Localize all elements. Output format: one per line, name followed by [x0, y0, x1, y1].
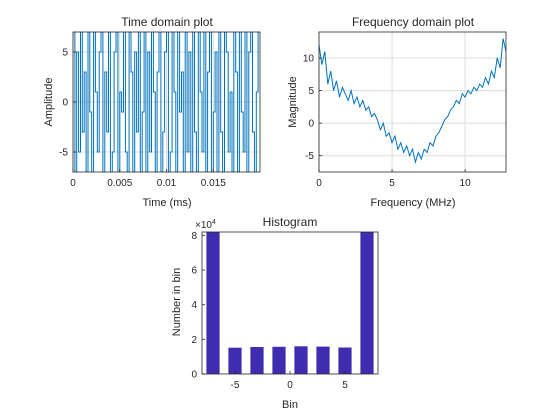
histogram-bar [250, 347, 264, 374]
histogram-bar [272, 346, 286, 374]
x-tick-label: 0.015 [201, 178, 226, 189]
y-axis-label: Amplitude [43, 78, 55, 127]
axes-frame [318, 31, 507, 173]
chart-title: Frequency domain plot [352, 15, 475, 29]
y-tick-label: 5 [62, 48, 68, 59]
y-tick-label: 4 [191, 300, 197, 311]
chart-title: Time domain plot [121, 15, 213, 29]
x-tick-label: -5 [231, 380, 240, 391]
y-tick-label: 0 [191, 370, 197, 381]
x-axis-label: Time (ms) [142, 197, 191, 209]
y-tick-label: 10 [303, 54, 315, 65]
histogram-bar [228, 347, 242, 374]
histogram-bar [360, 232, 374, 374]
x-axis-label: Bin [282, 399, 298, 411]
frequency-domain-chart: Frequency domain plot Frequency (MHz) Ma… [287, 15, 507, 209]
x-axis-label: Frequency (MHz) [371, 197, 456, 209]
x-tick-label: 0 [70, 178, 76, 189]
series-line [73, 32, 260, 172]
x-tick-label: 0.005 [107, 178, 132, 189]
histogram-bar [316, 346, 330, 374]
histogram-bar [206, 232, 220, 374]
x-tick-label: 0.01 [157, 178, 177, 189]
y-tick-label: -5 [305, 151, 314, 162]
y-axis-label: Number in bin [171, 268, 183, 336]
y-tick-label: 2 [191, 335, 197, 346]
x-tick-label: 5 [389, 178, 395, 189]
y-axis-label: Magnitude [287, 76, 299, 127]
x-tick-label: 5 [342, 380, 348, 391]
x-tick-label: 10 [460, 178, 472, 189]
histogram-chart: Histogram Bin Number in bin ×104 -5 0 5 0 2 4… [171, 215, 379, 411]
y-exponent-label: ×104 [195, 219, 216, 231]
histogram-bar [338, 347, 352, 374]
time-domain-chart: Time domain plot Time (ms) Amplitude 0 0.… [43, 15, 261, 209]
histogram-bar [294, 346, 308, 374]
y-tick-label: 8 [191, 231, 197, 242]
chart-title: Histogram [263, 215, 318, 229]
y-tick-label: 0 [308, 119, 314, 130]
y-tick-label: -5 [59, 148, 68, 159]
y-tick-label: 6 [191, 266, 197, 277]
series-line [319, 38, 506, 165]
x-tick-label: 0 [287, 380, 293, 391]
x-tick-label: 0 [316, 178, 322, 189]
y-tick-label: 5 [308, 86, 314, 97]
y-tick-label: 0 [62, 98, 68, 109]
